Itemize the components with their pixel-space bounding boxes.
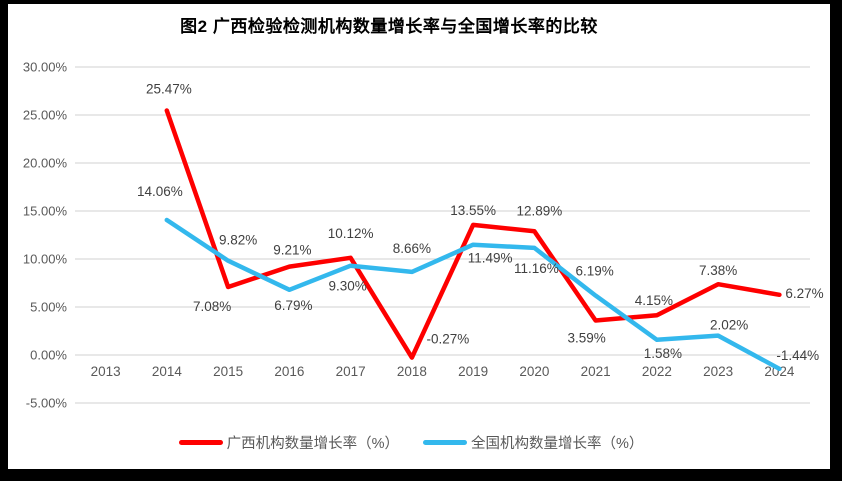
chart-title: 图2 广西检验检测机构数量增长率与全国增长率的比较 <box>180 17 598 36</box>
x-axis-label: 2021 <box>581 364 611 379</box>
x-axis-label: 2024 <box>764 364 795 379</box>
series-line-guangxi <box>164 108 782 360</box>
legend-swatch-national <box>423 440 467 445</box>
chart-canvas: 图2 广西检验检测机构数量增长率与全国增长率的比较 30.00% 25.00% 20… <box>8 4 830 469</box>
x-axis-label: 2016 <box>274 364 304 379</box>
x-axis-label: 2018 <box>397 364 427 379</box>
data-label-national: -1.44% <box>776 348 819 363</box>
y-axis-tick-label: 15.00% <box>23 204 68 219</box>
x-axis-label: 2017 <box>336 364 366 379</box>
data-label-national: 6.19% <box>575 264 613 279</box>
data-label-guangxi: 12.89% <box>516 203 562 218</box>
x-axis-label: 2015 <box>213 364 243 379</box>
data-label-guangxi: 7.38% <box>699 263 737 278</box>
x-axis-label: 2020 <box>519 364 549 379</box>
data-label-guangxi: 25.47% <box>146 81 192 96</box>
data-label-guangxi: 9.21% <box>273 243 311 258</box>
legend-label-national: 全国机构数量增长率（%） <box>471 436 644 452</box>
legend-item-national[interactable]: 全国机构数量增长率（%） <box>423 432 643 453</box>
data-label-national: 2.02% <box>710 318 748 333</box>
y-axis-tick-label: -5.00% <box>26 396 68 411</box>
data-label-national: 1.58% <box>644 346 682 361</box>
x-axis-label: 2019 <box>458 364 488 379</box>
y-axis-tick-label: 30.00% <box>23 60 68 75</box>
data-label-national: 9.82% <box>219 233 257 248</box>
data-label-guangxi: -0.27% <box>426 332 469 347</box>
x-axis-label: 2022 <box>642 364 672 379</box>
legend-swatch-guangxi <box>178 440 223 445</box>
legend: 广西机构数量增长率（%） 全国机构数量增长率（%） <box>8 432 814 453</box>
data-label-guangxi: 6.27% <box>785 286 823 301</box>
y-axis-tick-label: 10.00% <box>23 252 68 267</box>
y-axis-tick-label: 25.00% <box>23 108 68 123</box>
x-axis-label: 2014 <box>152 364 183 379</box>
legend-item-guangxi[interactable]: 广西机构数量增长率（%） <box>178 432 399 453</box>
data-label-national: 11.49% <box>468 251 513 266</box>
data-label-guangxi: 4.15% <box>635 293 673 308</box>
data-label-guangxi: 3.59% <box>567 331 605 346</box>
legend-label-guangxi: 广西机构数量增长率（%） <box>226 436 399 452</box>
plot-area: 30.00% 25.00% 20.00% 15.00% 10.00% 5.00% 0.00%… <box>23 60 824 411</box>
data-label-national: 14.06% <box>137 184 183 199</box>
data-label-national: 6.79% <box>274 298 312 313</box>
data-label-guangxi: 10.12% <box>328 226 374 241</box>
data-label-guangxi: 7.08% <box>193 299 231 314</box>
data-label-national: 9.30% <box>328 279 366 294</box>
y-axis-tick-label: 0.00% <box>30 348 67 363</box>
y-axis-tick-label: 5.00% <box>30 300 67 315</box>
data-label-guangxi: 13.55% <box>450 203 496 218</box>
y-axis-tick-label: 20.00% <box>23 156 68 171</box>
x-axis-label: 2013 <box>91 364 121 379</box>
data-label-national: 8.66% <box>393 241 431 256</box>
series-line-national <box>164 217 782 372</box>
data-label-national: 11.16% <box>514 261 559 276</box>
x-axis-label: 2023 <box>703 364 733 379</box>
